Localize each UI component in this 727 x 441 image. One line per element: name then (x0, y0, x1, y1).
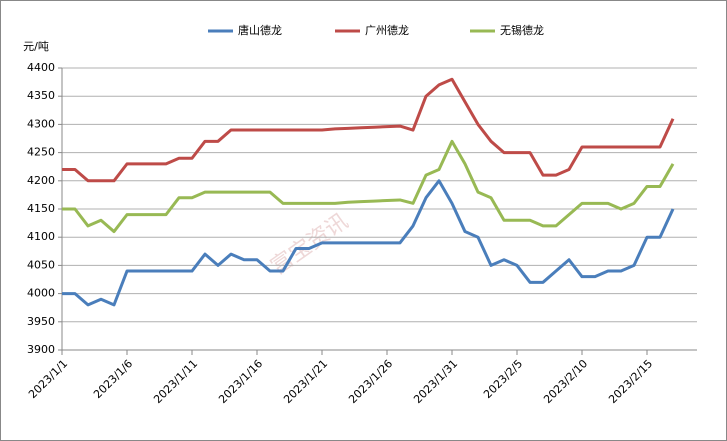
series-line (62, 179, 675, 307)
y-tick-label: 4050 (27, 258, 55, 271)
legend-label: 广州德龙 (365, 23, 409, 37)
series-line (62, 139, 675, 234)
y-tick-label: 4200 (27, 174, 55, 187)
legend-label: 无锡德龙 (500, 23, 544, 37)
y-tick-label: 4350 (27, 89, 55, 102)
y-tick-label: 4400 (27, 61, 55, 74)
y-tick-label: 4300 (27, 117, 55, 130)
y-axis-label: 元/吨 (23, 40, 49, 53)
y-tick-label: 4150 (27, 202, 55, 215)
series-line (62, 77, 675, 183)
y-tick-label: 4000 (27, 287, 55, 300)
y-tick-label: 3900 (27, 343, 55, 356)
y-tick-label: 4100 (27, 230, 55, 243)
y-tick-label: 4250 (27, 146, 55, 159)
y-tick-label: 3950 (27, 315, 55, 328)
legend-label: 唐山德龙 (238, 23, 282, 37)
